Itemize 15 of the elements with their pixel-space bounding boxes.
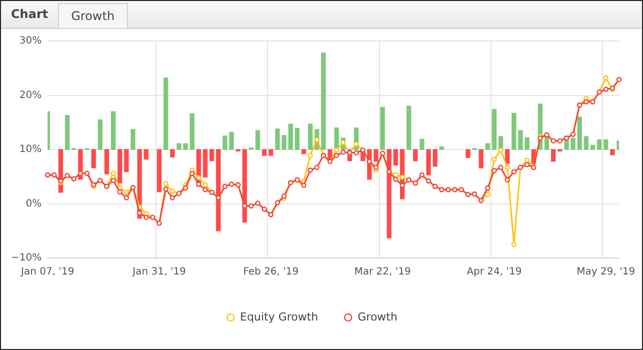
y-tick-label: −10%: [10, 252, 42, 264]
x-tick-label: May 29, '19: [576, 266, 636, 278]
y-tick-label: 30%: [19, 36, 42, 47]
x-tick-label: Apr 24, '19: [466, 266, 522, 278]
x-tick-label: Mar 22, '19: [354, 266, 411, 278]
legend-label: Equity Growth: [240, 310, 318, 324]
chart-title: Chart: [10, 7, 50, 23]
y-tick-label: 10%: [19, 144, 42, 156]
x-tick-label: Feb 26, '19: [243, 266, 299, 278]
y-tick-label: 20%: [19, 90, 42, 101]
y-tick-label: 0%: [26, 198, 42, 210]
x-tick-label: Jan 31, '19: [132, 266, 186, 278]
x-tick-label: Jan 07, '19: [20, 266, 74, 278]
legend-label: Growth: [358, 310, 398, 324]
chart-subtitle: Growth: [58, 3, 128, 28]
